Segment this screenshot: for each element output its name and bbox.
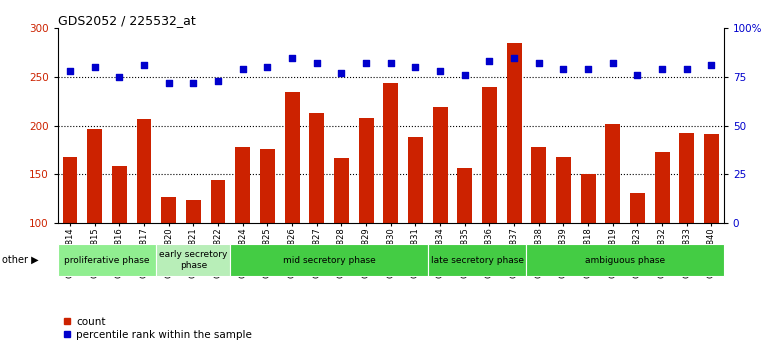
- Text: GDS2052 / 225532_at: GDS2052 / 225532_at: [58, 14, 196, 27]
- Bar: [236, 147, 250, 320]
- Legend: count, percentile rank within the sample: count, percentile rank within the sample: [63, 317, 253, 340]
- Point: [705, 62, 718, 68]
- Point: [187, 80, 199, 86]
- Point: [286, 55, 298, 60]
- Bar: [211, 180, 226, 320]
- Text: ambiguous phase: ambiguous phase: [585, 256, 665, 265]
- Point: [656, 67, 668, 72]
- Point: [162, 80, 175, 86]
- Bar: [62, 157, 78, 320]
- Bar: [383, 83, 398, 320]
- Bar: [359, 118, 373, 320]
- FancyBboxPatch shape: [58, 244, 156, 276]
- Point: [484, 58, 496, 64]
- Point: [607, 61, 619, 66]
- Bar: [605, 124, 620, 320]
- Text: mid secretory phase: mid secretory phase: [283, 256, 376, 265]
- Bar: [162, 197, 176, 320]
- Point: [434, 68, 447, 74]
- Bar: [507, 43, 521, 320]
- Point: [335, 70, 347, 76]
- Text: other ▶: other ▶: [2, 255, 38, 265]
- Point: [582, 67, 594, 72]
- Bar: [679, 133, 695, 320]
- Point: [113, 74, 126, 80]
- Text: proliferative phase: proliferative phase: [65, 256, 150, 265]
- Point: [138, 62, 150, 68]
- Bar: [482, 87, 497, 320]
- Bar: [408, 137, 423, 320]
- Point: [360, 61, 372, 66]
- Bar: [334, 158, 349, 320]
- FancyBboxPatch shape: [428, 244, 527, 276]
- Point: [212, 78, 224, 84]
- Point: [533, 61, 545, 66]
- Bar: [704, 135, 719, 320]
- Point: [236, 67, 249, 72]
- Bar: [137, 119, 152, 320]
- Point: [89, 64, 101, 70]
- Point: [557, 67, 570, 72]
- Bar: [531, 147, 546, 320]
- Text: early secretory
phase: early secretory phase: [159, 251, 228, 270]
- Point: [261, 64, 273, 70]
- Point: [631, 72, 644, 78]
- Bar: [457, 167, 472, 320]
- Bar: [581, 174, 595, 320]
- Bar: [433, 107, 447, 320]
- Bar: [285, 92, 300, 320]
- Bar: [654, 152, 670, 320]
- Point: [459, 72, 471, 78]
- Point: [681, 67, 693, 72]
- FancyBboxPatch shape: [156, 244, 230, 276]
- Bar: [556, 157, 571, 320]
- Point: [64, 68, 76, 74]
- Bar: [310, 113, 324, 320]
- Text: late secretory phase: late secretory phase: [430, 256, 524, 265]
- Bar: [630, 193, 644, 320]
- Point: [508, 55, 521, 60]
- Bar: [260, 149, 275, 320]
- Point: [410, 64, 422, 70]
- FancyBboxPatch shape: [527, 244, 724, 276]
- Bar: [186, 200, 201, 320]
- Point: [384, 61, 397, 66]
- FancyBboxPatch shape: [230, 244, 428, 276]
- Point: [310, 61, 323, 66]
- Bar: [87, 129, 102, 320]
- Bar: [112, 166, 127, 320]
